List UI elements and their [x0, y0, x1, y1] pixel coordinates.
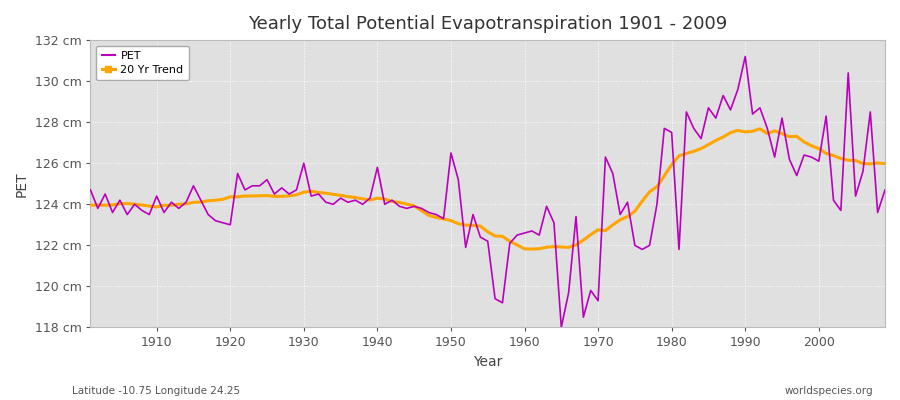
PET — [615, 212, 626, 217]
20 Yr Trend — [86, 203, 96, 208]
Text: Latitude -10.75 Longitude 24.25: Latitude -10.75 Longitude 24.25 — [72, 386, 240, 396]
PET — [740, 54, 751, 59]
Line: PET: PET — [91, 56, 885, 328]
20 Yr Trend — [879, 161, 890, 166]
PET — [350, 198, 361, 202]
20 Yr Trend — [306, 189, 317, 194]
PET — [144, 212, 155, 217]
20 Yr Trend — [526, 247, 537, 252]
20 Yr Trend — [350, 195, 361, 200]
Title: Yearly Total Potential Evapotranspiration 1901 - 2009: Yearly Total Potential Evapotranspiratio… — [248, 15, 727, 33]
PET — [86, 188, 96, 192]
Legend: PET, 20 Yr Trend: PET, 20 Yr Trend — [96, 46, 189, 80]
Text: worldspecies.org: worldspecies.org — [785, 386, 873, 396]
PET — [519, 231, 530, 236]
20 Yr Trend — [754, 126, 765, 131]
PET — [512, 233, 523, 238]
20 Yr Trend — [519, 246, 530, 251]
20 Yr Trend — [512, 242, 523, 247]
20 Yr Trend — [144, 204, 155, 208]
PET — [306, 194, 317, 198]
PET — [879, 188, 890, 192]
PET — [556, 325, 567, 330]
Line: 20 Yr Trend: 20 Yr Trend — [91, 129, 885, 249]
20 Yr Trend — [615, 218, 626, 222]
X-axis label: Year: Year — [473, 355, 502, 369]
Y-axis label: PET: PET — [15, 171, 29, 196]
